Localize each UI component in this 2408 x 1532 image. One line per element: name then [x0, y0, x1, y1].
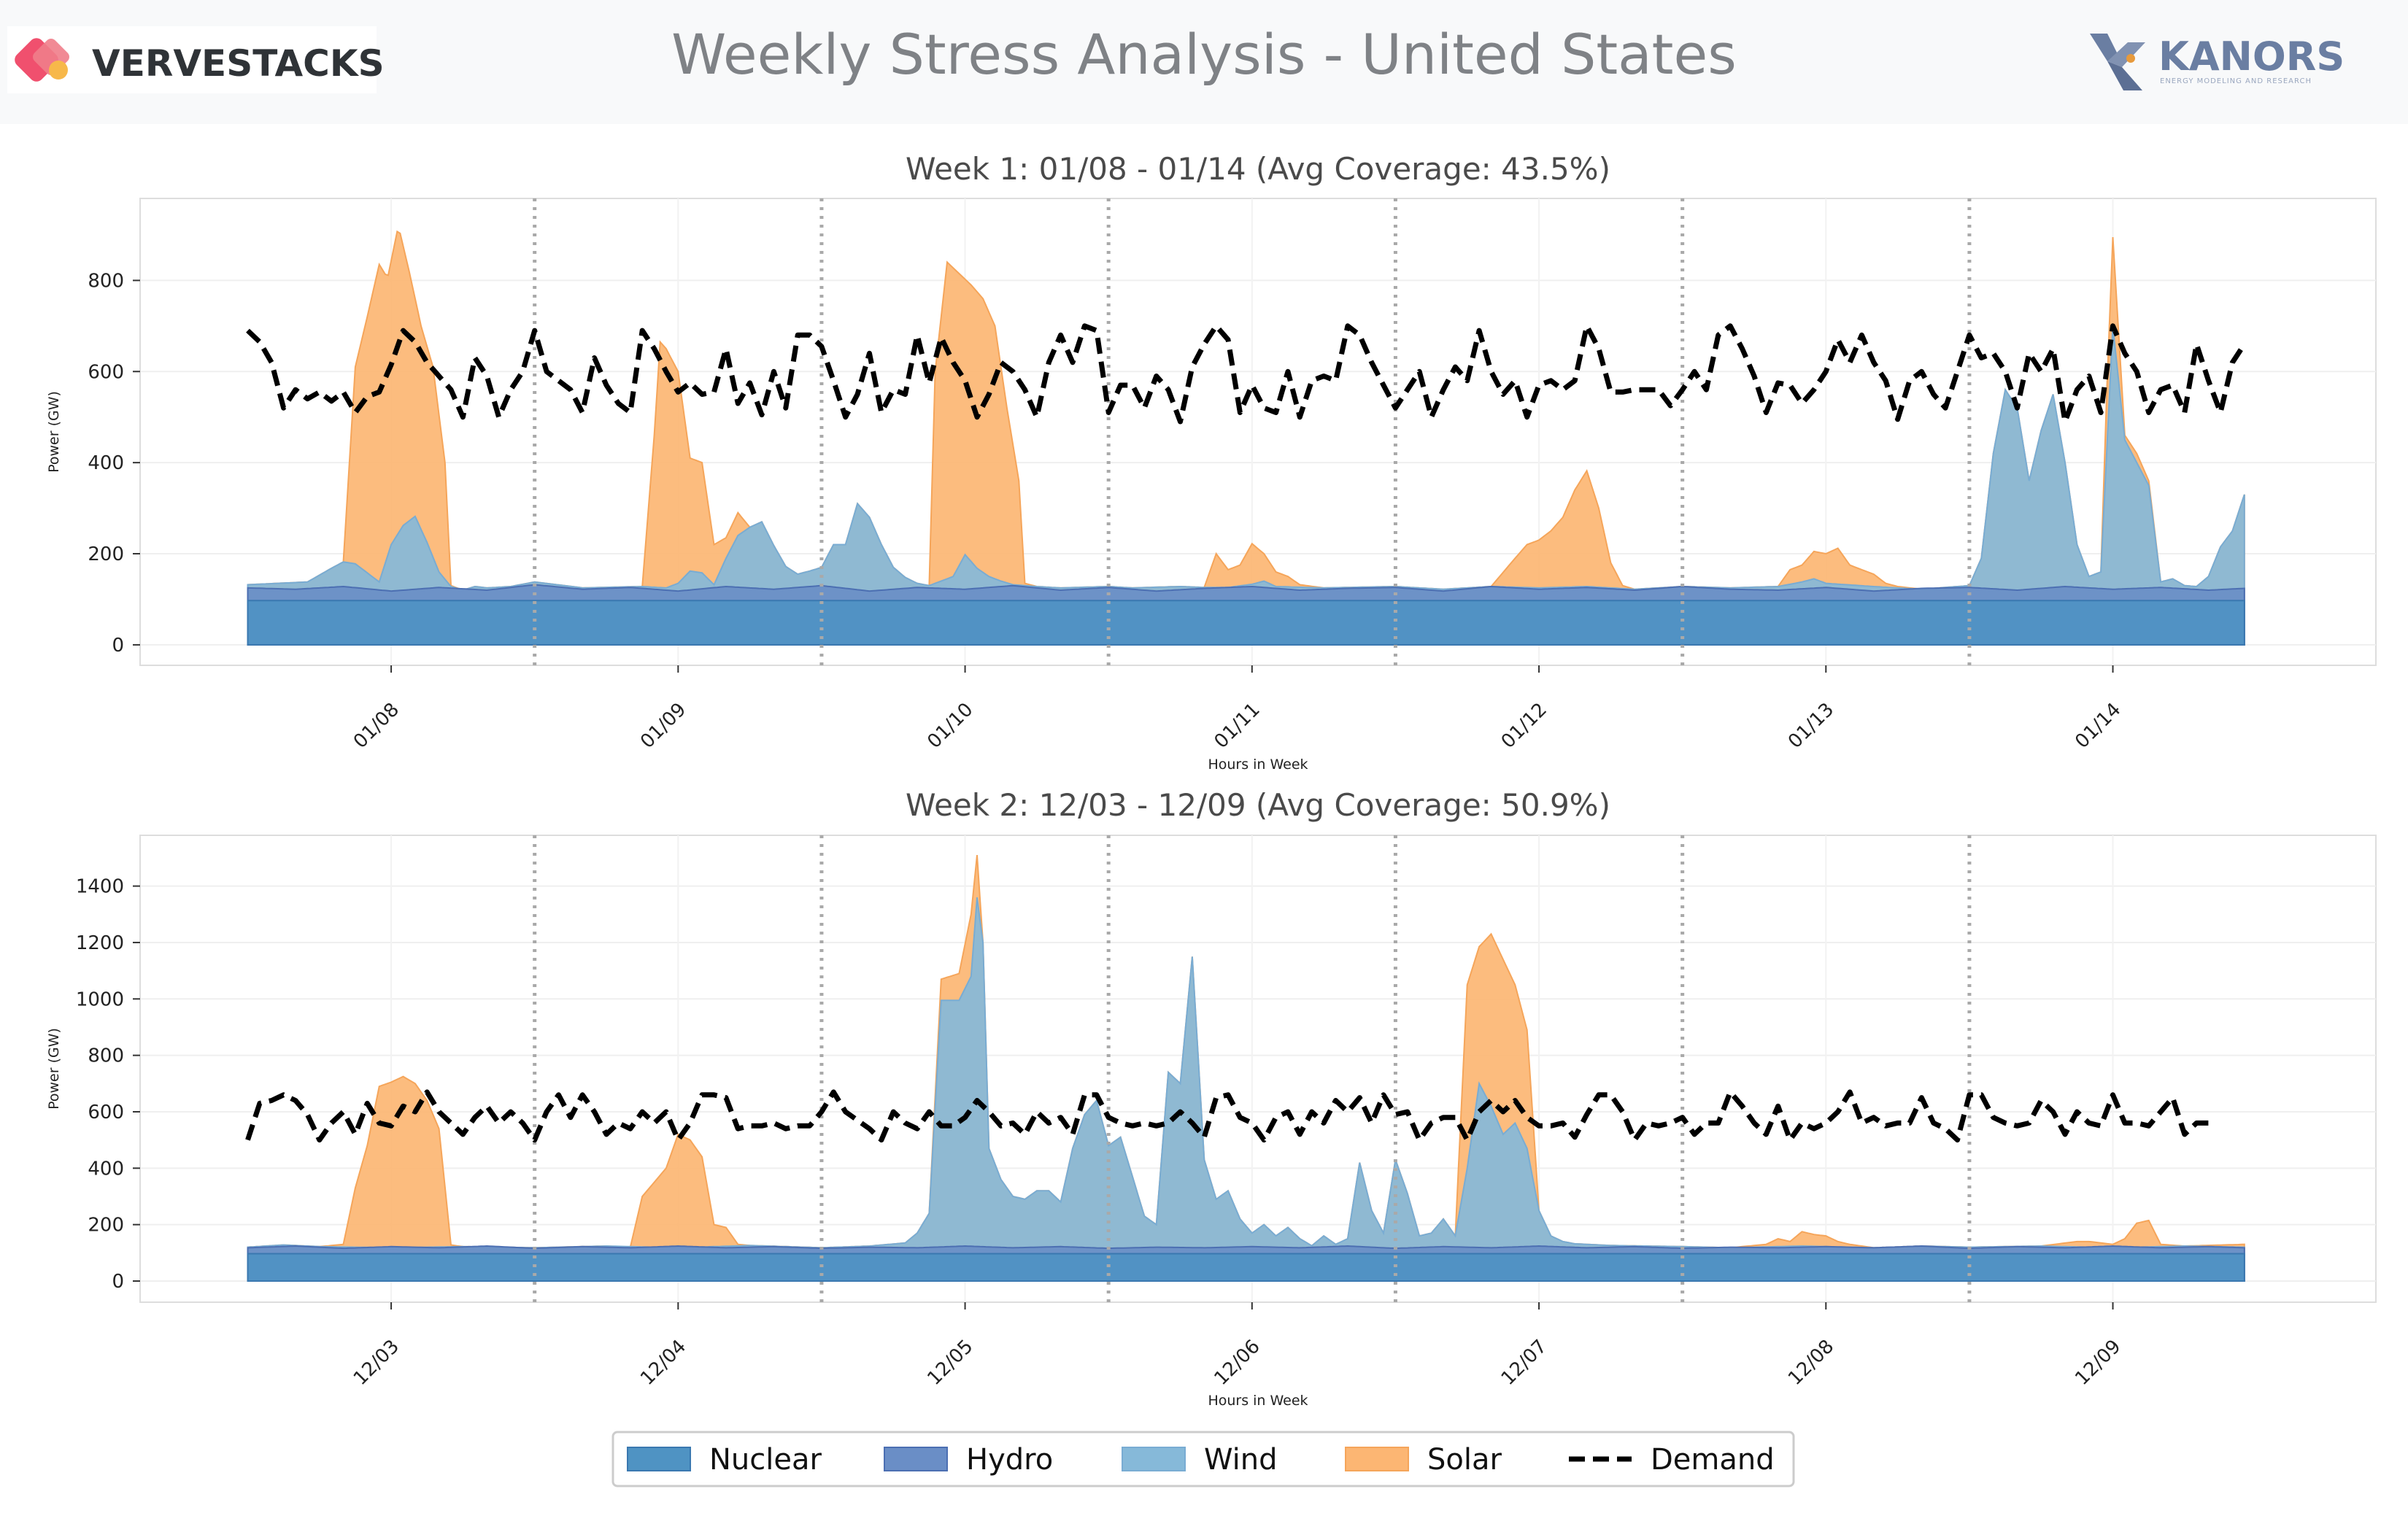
vervestacks-logo-text: VERVESTACKS [92, 42, 385, 85]
y-axis-label: Power (GW) [46, 1028, 62, 1110]
legend-swatch-wind [1122, 1447, 1186, 1471]
x-tick-label: 12/05 [923, 1336, 977, 1390]
legend-box [611, 1431, 1795, 1487]
x-tick-label: 01/11 [1211, 699, 1265, 753]
x-tick-label: 01/13 [1784, 699, 1838, 753]
y-tick-label: 400 [88, 452, 124, 474]
x-tick-label: 12/04 [636, 1336, 690, 1390]
x-tick-label: 12/06 [1211, 1336, 1265, 1390]
y-tick-label: 0 [112, 635, 124, 657]
page-title: Weekly Stress Analysis - United States [671, 22, 1737, 87]
y-tick-label: 800 [88, 1045, 124, 1067]
y-tick-label: 800 [88, 270, 124, 292]
x-tick-label: 12/08 [1784, 1336, 1838, 1390]
legend-swatch-nuclear [627, 1447, 691, 1471]
y-tick-label: 600 [88, 1102, 124, 1123]
diamond-logo-icon [15, 38, 69, 82]
kanors-logo-text: KANORS [2158, 34, 2345, 80]
y-tick-label: 1400 [76, 876, 124, 898]
x-tick-label: 01/08 [350, 699, 404, 753]
legend-label-wind: Wind [1204, 1443, 1278, 1477]
chart-title: Week 2: 12/03 - 12/09 (Avg Coverage: 50.… [906, 787, 1610, 823]
x-tick-label: 01/12 [1497, 699, 1551, 753]
legend-swatch-hydro [884, 1447, 948, 1471]
chart-panel-week-2: 0 200 400 600 800 1000 1200 1400 12/03 12/04 12/05… [46, 787, 2377, 1409]
y-axis-label: Power (GW) [46, 391, 62, 473]
legend-label-solar: Solar [1427, 1443, 1502, 1477]
y-tick-label: 200 [88, 1215, 124, 1237]
chart-title: Week 1: 01/08 - 01/14 (Avg Coverage: 43.… [906, 151, 1610, 187]
x-tick-label: 12/03 [350, 1336, 404, 1390]
x-tick-label: 01/09 [636, 699, 690, 753]
x-tick-label: 12/07 [1497, 1336, 1551, 1390]
legend-label-hydro: Hydro [966, 1443, 1053, 1477]
demand-line [246, 323, 2247, 425]
kanors-logo: KANORS ENERGY MODELING AND RESEARCH [2085, 29, 2348, 95]
legend-label-nuclear: Nuclear [709, 1443, 822, 1477]
legend-swatch-solar [1345, 1447, 1409, 1471]
chart-panel-week-1: 0 200 400 600 800 01/08 01/09 01/10 01/11 01/12 01… [46, 151, 2377, 773]
y-tick-label: 400 [88, 1158, 124, 1180]
y-tick-label: 0 [112, 1271, 124, 1293]
y-tick-label: 200 [88, 543, 124, 565]
header-bar: VERVESTACKS Weekly Stress Analysis - Uni… [0, 0, 2408, 124]
y-tick-label: 1000 [76, 989, 124, 1010]
x-tick-label: 01/14 [2071, 699, 2125, 753]
y-tick-label: 600 [88, 361, 124, 383]
x-tick-label: 01/10 [923, 699, 977, 753]
demand-line [245, 1089, 2209, 1143]
vervestacks-logo: VERVESTACKS [7, 26, 385, 93]
y-tick-label: 1200 [76, 932, 124, 954]
x-tick-label: 12/09 [2071, 1336, 2125, 1390]
area-nuclear [247, 600, 2245, 646]
kanors-logo-subtitle: ENERGY MODELING AND RESEARCH [2160, 77, 2312, 85]
x-axis-label: Hours in Week [1208, 1393, 1308, 1409]
kanors-k-icon [2090, 34, 2145, 90]
legend-label-demand: Demand [1651, 1443, 1775, 1477]
area-nuclear [247, 1253, 2245, 1282]
legend: Nuclear Hydro Wind Solar Demand [611, 1431, 1795, 1487]
x-axis-label: Hours in Week [1208, 757, 1308, 773]
